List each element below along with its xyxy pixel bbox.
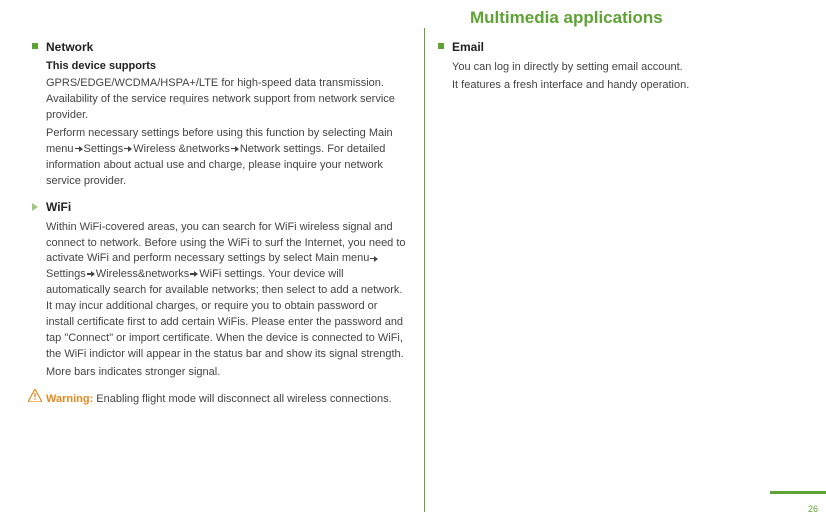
footer-accent-bar: [770, 491, 826, 494]
section-email: Email You can log in directly by setting…: [452, 40, 812, 94]
email-p2: It features a fresh interface and handy …: [452, 78, 812, 94]
arrow-icon: [231, 145, 239, 153]
page-number: 26: [808, 504, 818, 514]
wifi-pb: Settings: [46, 268, 86, 280]
section-network: Network This device supports GPRS/EDGE/W…: [46, 40, 406, 190]
vertical-divider: [424, 28, 425, 512]
left-column: Network This device supports GPRS/EDGE/W…: [46, 40, 406, 408]
section-wifi: WiFi Within WiFi-covered areas, you can …: [46, 200, 406, 381]
warning-label: Warning:: [46, 393, 93, 405]
right-column: Email You can log in directly by setting…: [452, 40, 812, 102]
wifi-pc: Wireless&networks: [96, 268, 190, 280]
network-p1: GPRS/EDGE/WCDMA/HSPA+/LTE for high-speed…: [46, 77, 395, 121]
network-p2c: Wireless &networks: [133, 143, 230, 155]
email-body: You can log in directly by setting email…: [452, 60, 812, 94]
warning-icon: [28, 389, 42, 402]
arrow-icon: [87, 270, 95, 278]
warning-text: Enabling flight mode will disconnect all…: [93, 393, 391, 405]
wifi-body: Within WiFi-covered areas, you can searc…: [46, 220, 406, 381]
section-title-wifi: WiFi: [46, 200, 406, 214]
arrow-icon: [75, 145, 83, 153]
network-body: GPRS/EDGE/WCDMA/HSPA+/LTE for high-speed…: [46, 76, 406, 190]
section-subtitle-network: This device supports: [46, 60, 406, 72]
network-p2b: Settings: [84, 143, 124, 155]
wifi-pd: WiFi settings. Your device will automati…: [46, 268, 404, 360]
warning-block: Warning: Enabling flight mode will disco…: [46, 389, 406, 408]
section-title-email: Email: [452, 40, 812, 54]
email-p1: You can log in directly by setting email…: [452, 60, 812, 76]
wifi-pe: More bars indicates stronger signal.: [46, 366, 220, 378]
arrow-icon: [124, 145, 132, 153]
arrow-icon: [370, 255, 378, 263]
wifi-pa: Within WiFi-covered areas, you can searc…: [46, 221, 406, 265]
page-title: Multimedia applications: [470, 8, 663, 28]
arrow-icon: [190, 270, 198, 278]
section-title-network: Network: [46, 40, 406, 54]
